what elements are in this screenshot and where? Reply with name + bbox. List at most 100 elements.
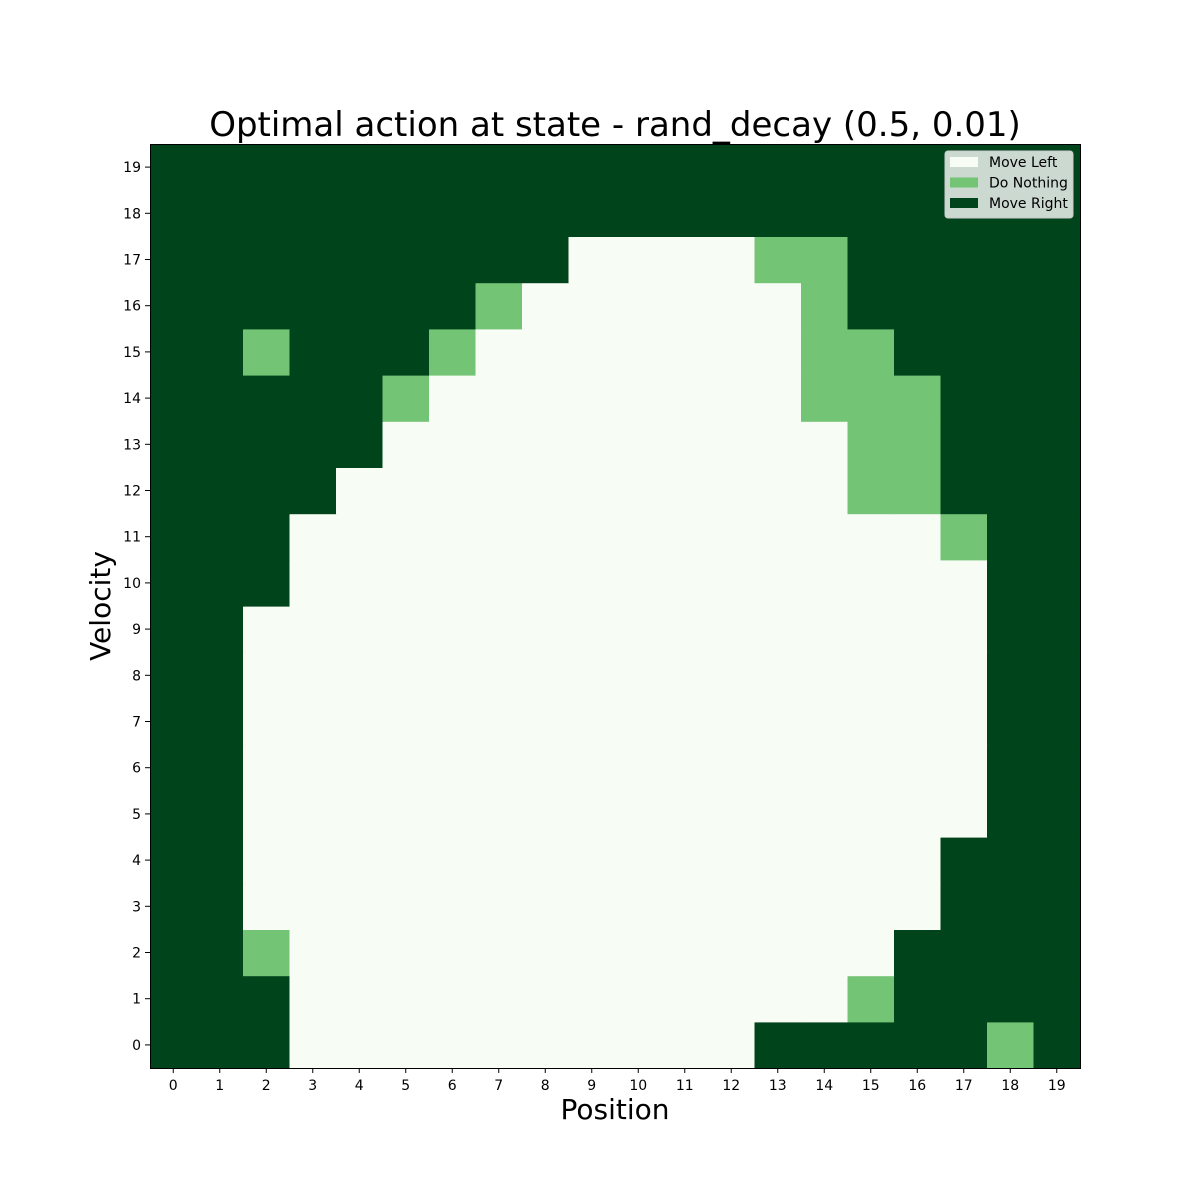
heatmap-cell xyxy=(1033,883,1081,930)
heatmap-cell xyxy=(196,790,244,838)
heatmap-cell xyxy=(289,421,337,468)
heatmap-cell xyxy=(847,790,895,838)
heatmap-cell xyxy=(708,606,756,653)
heatmap-cell xyxy=(243,328,291,376)
heatmap-cell xyxy=(708,467,756,515)
heatmap-cell xyxy=(754,467,802,515)
heatmap-cell xyxy=(754,559,802,607)
heatmap-cell xyxy=(661,282,709,330)
heatmap-cell xyxy=(429,236,477,284)
heatmap-cell xyxy=(150,559,198,607)
heatmap-cell xyxy=(382,883,430,930)
heatmap-cell xyxy=(475,883,523,930)
heatmap-cell xyxy=(289,837,337,884)
heatmap-cell xyxy=(150,744,198,792)
heatmap-cell xyxy=(522,606,570,653)
heatmap-cell xyxy=(615,929,663,977)
heatmap-cell xyxy=(336,236,384,284)
heatmap-cell xyxy=(289,698,337,746)
heatmap-cell xyxy=(522,929,570,977)
heatmap-cell xyxy=(568,421,616,468)
y-tick-label: 7 xyxy=(132,715,141,731)
heatmap-cell xyxy=(429,698,477,746)
heatmap-cell xyxy=(847,929,895,977)
heatmap-cell xyxy=(615,236,663,284)
heatmap-cell xyxy=(475,421,523,468)
x-tick-label: 5 xyxy=(401,1078,410,1094)
heatmap-cell xyxy=(568,790,616,838)
heatmap-cell xyxy=(475,975,523,1023)
heatmap-cell xyxy=(894,144,942,191)
heatmap-cell xyxy=(661,790,709,838)
heatmap-cell xyxy=(847,744,895,792)
y-tick-label: 14 xyxy=(123,391,141,407)
heatmap-cell xyxy=(336,606,384,653)
heatmap-cell xyxy=(568,1021,616,1069)
heatmap-cell xyxy=(568,559,616,607)
x-tick-label: 6 xyxy=(448,1078,457,1094)
heatmap-cell xyxy=(475,837,523,884)
heatmap-cell xyxy=(196,513,244,561)
heatmap-cell xyxy=(1033,236,1081,284)
x-tick-label: 9 xyxy=(587,1078,596,1094)
heatmap-cell xyxy=(196,236,244,284)
heatmap-cell xyxy=(754,837,802,884)
heatmap-cell xyxy=(429,790,477,838)
heatmap-cell xyxy=(150,375,198,422)
legend-label: Do Nothing xyxy=(989,176,1068,192)
heatmap-cell xyxy=(150,975,198,1023)
heatmap-cell xyxy=(382,929,430,977)
heatmap-cell xyxy=(382,1021,430,1069)
heatmap-cell xyxy=(382,698,430,746)
heatmap-cell xyxy=(336,467,384,515)
heatmap-cell xyxy=(615,282,663,330)
heatmap-cell xyxy=(940,236,988,284)
heatmap-cell xyxy=(475,1021,523,1069)
heatmap-cell xyxy=(243,1021,291,1069)
heatmap-cell xyxy=(708,559,756,607)
heatmap-cell xyxy=(243,467,291,515)
heatmap-cell xyxy=(940,559,988,607)
heatmap-cell xyxy=(847,467,895,515)
heatmap-cell xyxy=(382,236,430,284)
heatmap-cell xyxy=(243,975,291,1023)
heatmap-cell xyxy=(196,837,244,884)
x-tick-label: 1 xyxy=(215,1078,224,1094)
heatmap-cell xyxy=(894,513,942,561)
heatmap-cell xyxy=(894,975,942,1023)
heatmap-cell xyxy=(801,790,849,838)
heatmap-cell xyxy=(429,975,477,1023)
heatmap-cell xyxy=(382,375,430,422)
heatmap-cell xyxy=(754,236,802,284)
heatmap-cell xyxy=(801,467,849,515)
heatmap-cell xyxy=(940,513,988,561)
heatmap-cell xyxy=(847,144,895,191)
y-tick-label: 11 xyxy=(123,530,141,546)
heatmap-cell xyxy=(661,467,709,515)
heatmap-cell xyxy=(708,929,756,977)
heatmap-cell xyxy=(894,559,942,607)
heatmap-cell xyxy=(801,144,849,191)
y-tick-label: 10 xyxy=(123,576,141,592)
x-tick-label: 7 xyxy=(494,1078,503,1094)
heatmap-cell xyxy=(336,975,384,1023)
heatmap-cell xyxy=(987,883,1035,930)
heatmap-cell xyxy=(847,375,895,422)
y-tick-label: 19 xyxy=(123,160,141,176)
heatmap-cell xyxy=(1033,929,1081,977)
x-tick-label: 4 xyxy=(355,1078,364,1094)
heatmap-cell xyxy=(1033,421,1081,468)
heatmap-cell xyxy=(336,790,384,838)
heatmap-cell xyxy=(475,559,523,607)
heatmap-cell xyxy=(708,837,756,884)
heatmap-cell xyxy=(150,190,198,237)
heatmap-cell xyxy=(429,559,477,607)
heatmap-cell xyxy=(940,282,988,330)
heatmap-cell xyxy=(987,698,1035,746)
heatmap-cell xyxy=(243,883,291,930)
heatmap-cell xyxy=(196,883,244,930)
x-tick-label: 19 xyxy=(1048,1078,1066,1094)
heatmap-cell xyxy=(196,375,244,422)
heatmap-cell xyxy=(754,975,802,1023)
